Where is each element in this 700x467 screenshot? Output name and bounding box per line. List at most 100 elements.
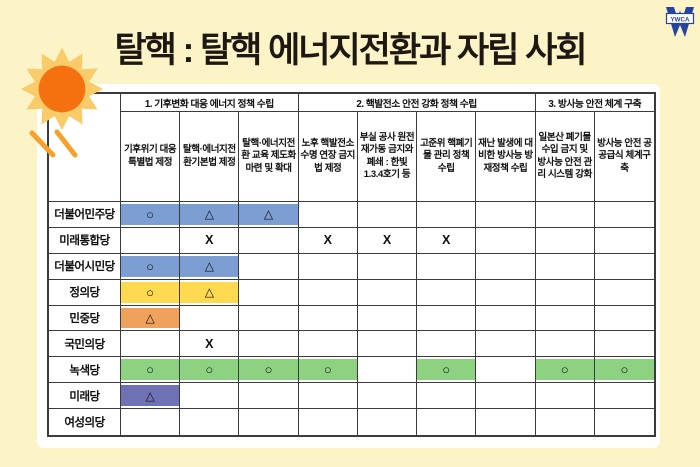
policy-cell — [358, 409, 418, 435]
policy-cell — [476, 357, 536, 384]
policy-cell — [535, 253, 595, 280]
policy-cell: ○ — [417, 357, 477, 384]
policy-cell — [180, 409, 240, 435]
policy-cell — [417, 331, 477, 358]
policy-cell — [299, 409, 358, 435]
policy-cell: △ — [180, 202, 240, 228]
column-header: 일본산 폐기물 수입 금지 및 방사능 안전 관리 시스템 강화 — [535, 112, 595, 202]
policy-cell — [594, 383, 654, 410]
policy-cell: ○ — [121, 357, 181, 384]
triangle-mark: △ — [263, 207, 274, 222]
policy-cell — [594, 254, 654, 280]
x-mark: X — [382, 233, 392, 248]
party-row-label: 민중당 — [49, 305, 121, 332]
ywca-w-icon: YWCA — [665, 7, 695, 37]
policy-cell — [594, 331, 654, 358]
policy-cell — [417, 202, 477, 228]
policy-cell — [536, 409, 595, 435]
policy-cell — [357, 357, 418, 384]
policy-cell — [357, 383, 418, 410]
column-header: 탈핵·에너지전환 교육 제도화 마련 및 확대 — [239, 112, 299, 202]
x-mark: X — [205, 233, 214, 248]
table-panel: 1. 기후변화 대응 에너지 정책 수립 2. 핵발전소 안전 강화 정책 수립 3… — [37, 84, 660, 448]
policy-cell — [535, 383, 595, 410]
policy-cell — [476, 227, 536, 254]
policy-cell: △ — [180, 253, 240, 280]
policy-cell: X — [298, 227, 358, 254]
policy-cell — [417, 279, 477, 306]
policy-cell — [121, 227, 181, 254]
policy-cell: △ — [180, 279, 240, 306]
party-row-label: 더불어시민당 — [49, 253, 121, 280]
policy-cell: ○ — [121, 253, 181, 280]
policy-cell — [357, 253, 418, 280]
policy-cell — [180, 383, 240, 410]
triangle-mark: △ — [204, 259, 214, 274]
policy-cell — [594, 228, 654, 254]
policy-cell: X — [180, 331, 240, 358]
circle-mark: ○ — [146, 362, 155, 378]
policy-cell — [476, 279, 536, 306]
circle-mark: ○ — [205, 362, 214, 378]
triangle-mark: △ — [145, 388, 155, 403]
policy-cell — [239, 383, 299, 410]
x-mark: X — [205, 336, 214, 351]
policy-cell — [594, 306, 654, 332]
policy-cell — [594, 280, 654, 306]
policy-cell — [357, 202, 418, 228]
policy-cell: ○ — [298, 357, 358, 384]
policy-cell — [476, 253, 536, 280]
policy-cell — [476, 202, 536, 228]
sun-beams-icon — [28, 128, 80, 160]
policy-cell — [417, 305, 477, 332]
circle-mark: ○ — [620, 362, 629, 378]
policy-cell — [298, 253, 358, 280]
policy-cell: X — [417, 227, 477, 254]
ywca-logo: YWCA — [664, 4, 696, 40]
policy-table: 1. 기후변화 대응 에너지 정책 수립 2. 핵발전소 안전 강화 정책 수립 3… — [47, 92, 656, 437]
policy-cell — [239, 227, 299, 254]
policy-cell — [476, 305, 536, 332]
ywca-logo-text: YWCA — [671, 16, 690, 23]
policy-cell — [595, 409, 654, 435]
policy-cell — [121, 409, 181, 435]
policy-cell — [417, 253, 477, 280]
triangle-mark: △ — [204, 285, 214, 300]
policy-cell — [298, 202, 358, 228]
circle-mark: ○ — [146, 206, 155, 222]
policy-cell — [239, 409, 299, 435]
triangle-mark: △ — [204, 207, 214, 222]
policy-cell — [357, 279, 418, 306]
policy-cell: △ — [121, 305, 181, 332]
policy-cell: ○ — [121, 279, 181, 306]
circle-mark: ○ — [442, 362, 451, 378]
policy-cell — [180, 305, 240, 332]
column-group-header: 2. 핵발전소 안전 강화 정책 수립 — [298, 94, 536, 112]
policy-cell — [476, 409, 536, 435]
policy-cell — [357, 331, 418, 358]
party-row-label: 여성의당 — [49, 409, 121, 435]
policy-cell: X — [357, 227, 418, 254]
page-title: 탈핵 : 탈핵 에너지전환과 자립 사회 — [114, 31, 587, 70]
column-group-header: 1. 기후변화 대응 에너지 정책 수립 — [121, 94, 299, 112]
policy-cell — [535, 279, 595, 306]
triangle-mark: △ — [145, 310, 155, 325]
policy-cell: ○ — [594, 357, 654, 384]
party-row-label: 미래당 — [49, 383, 121, 410]
policy-cell: X — [180, 227, 240, 254]
circle-mark: ○ — [323, 362, 332, 378]
circle-mark: ○ — [146, 284, 155, 300]
circle-mark: ○ — [264, 362, 273, 378]
policy-cell — [476, 331, 536, 358]
policy-cell — [535, 202, 595, 228]
policy-cell — [417, 383, 477, 410]
policy-cell — [535, 305, 595, 332]
policy-cell — [357, 305, 418, 332]
policy-cell — [535, 331, 595, 358]
policy-cell: ○ — [121, 202, 181, 228]
table-corner-cell — [49, 94, 121, 202]
x-mark: X — [442, 233, 451, 248]
policy-cell — [239, 253, 299, 280]
policy-cell: △ — [239, 202, 299, 228]
column-header: 재난 발생에 대비한 방사능 방재정책 수립 — [476, 112, 536, 202]
